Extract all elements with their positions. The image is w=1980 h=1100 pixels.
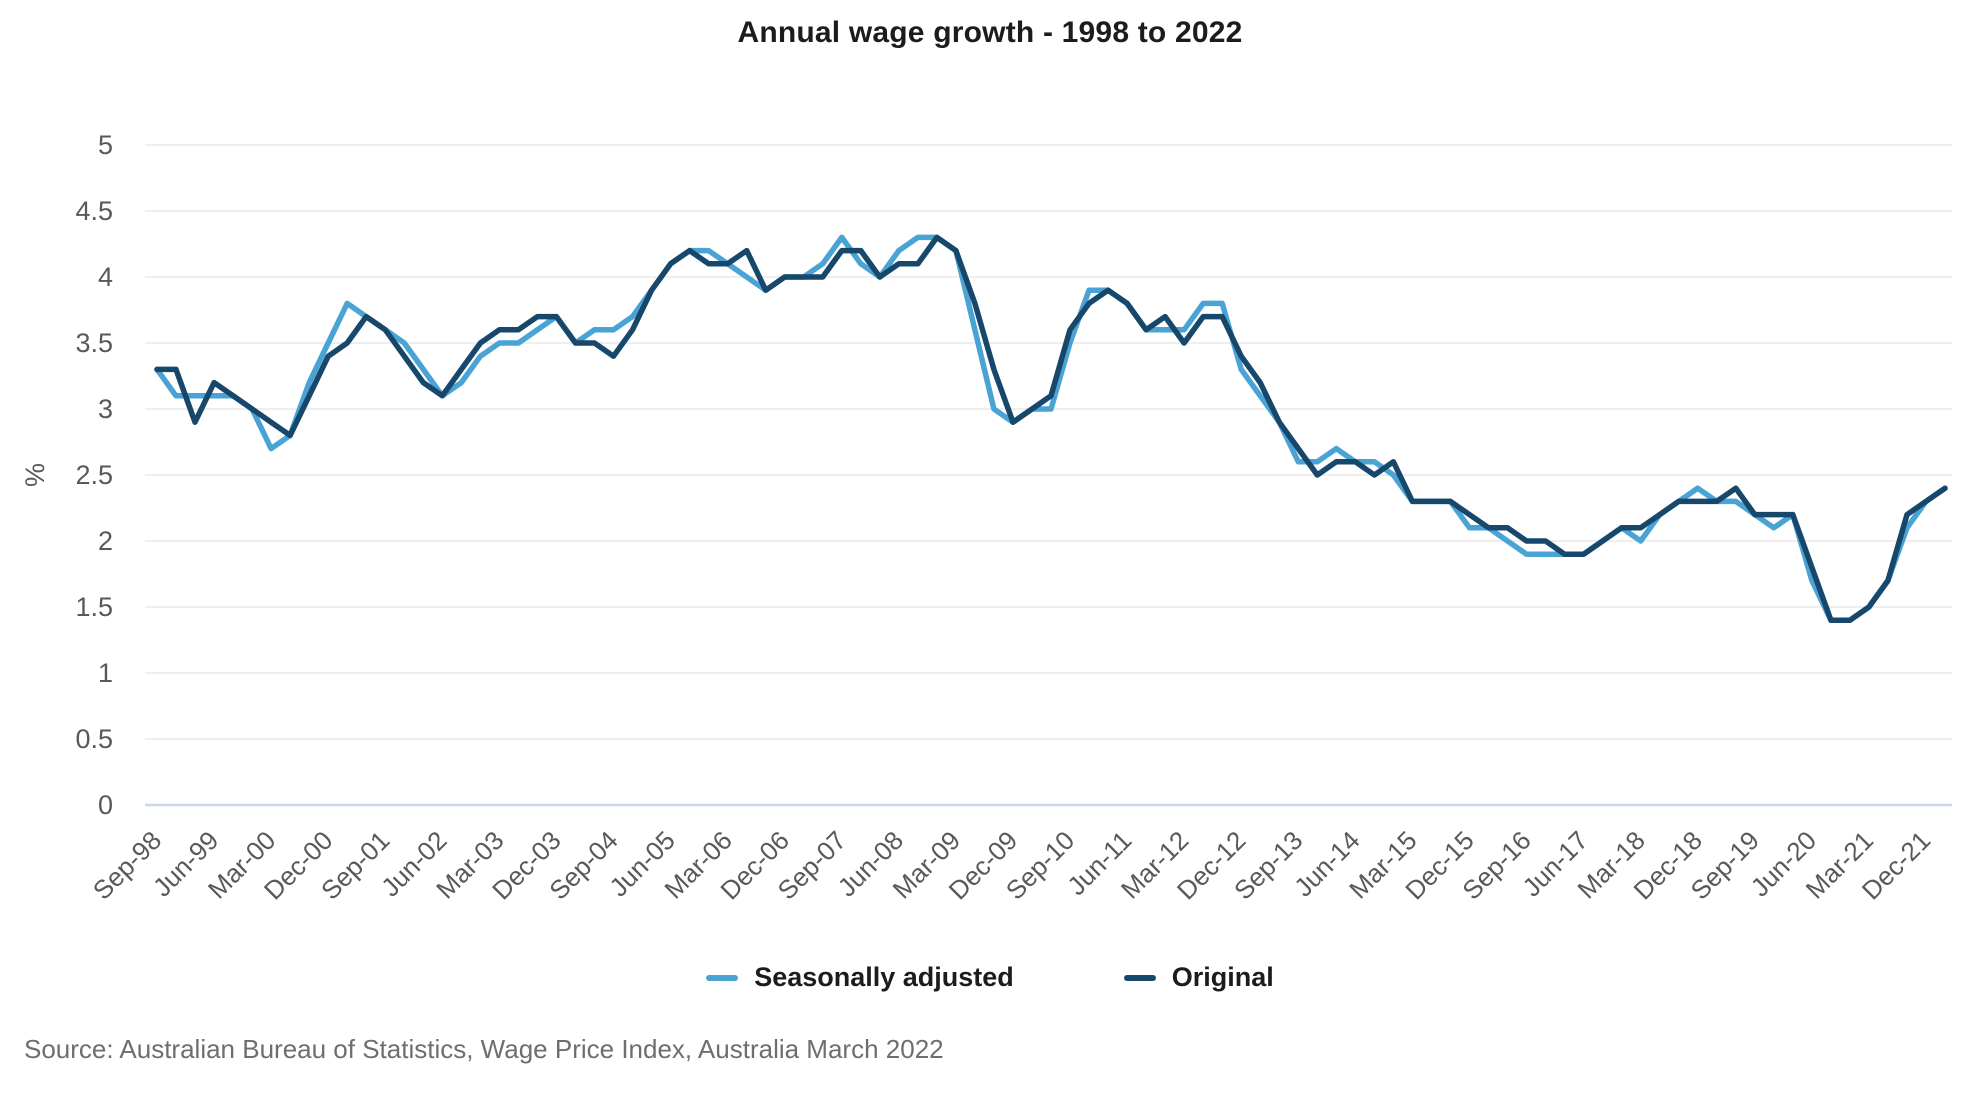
original-line-swatch-icon	[1123, 974, 1156, 981]
svg-text:4: 4	[98, 262, 113, 292]
y-axis-title: %	[20, 463, 50, 487]
seasonally-adjusted-line-swatch-icon	[706, 974, 739, 981]
svg-text:3.5: 3.5	[75, 328, 113, 358]
svg-text:5: 5	[98, 130, 113, 160]
svg-text:3: 3	[98, 394, 113, 424]
svg-text:2: 2	[98, 526, 113, 556]
x-axis-tick-labels: Sep-98Jun-99Mar-00Dec-00Sep-01Jun-02Mar-…	[87, 825, 1936, 905]
legend-item-seasonally-adjusted: Seasonally adjusted	[706, 962, 1014, 993]
svg-text:0: 0	[98, 790, 113, 820]
chart-title: Annual wage growth - 1998 to 2022	[737, 16, 1243, 49]
y-axis-tick-labels: 0 0.5 1 1.5 2 2.5 3 3.5 4 4.5 5	[75, 130, 113, 820]
legend-label-original: Original	[1171, 962, 1274, 992]
series-line-original	[154, 234, 1948, 623]
source-note: Source: Australian Bureau of Statistics,…	[24, 1034, 944, 1064]
svg-text:1: 1	[98, 658, 113, 688]
series-line-seasonally-adjusted	[154, 234, 1948, 623]
legend-item-original: Original	[1123, 962, 1274, 993]
chart-legend: Seasonally adjusted Original	[0, 962, 1980, 993]
svg-text:0.5: 0.5	[75, 724, 113, 754]
series-lines	[154, 234, 1948, 623]
legend-label-seasonally-adjusted: Seasonally adjusted	[754, 962, 1014, 992]
svg-text:4.5: 4.5	[75, 196, 113, 226]
gridlines	[145, 144, 1952, 807]
svg-text:Sep-98: Sep-98	[87, 825, 167, 905]
svg-text:2.5: 2.5	[75, 460, 113, 490]
svg-text:1.5: 1.5	[75, 592, 113, 622]
